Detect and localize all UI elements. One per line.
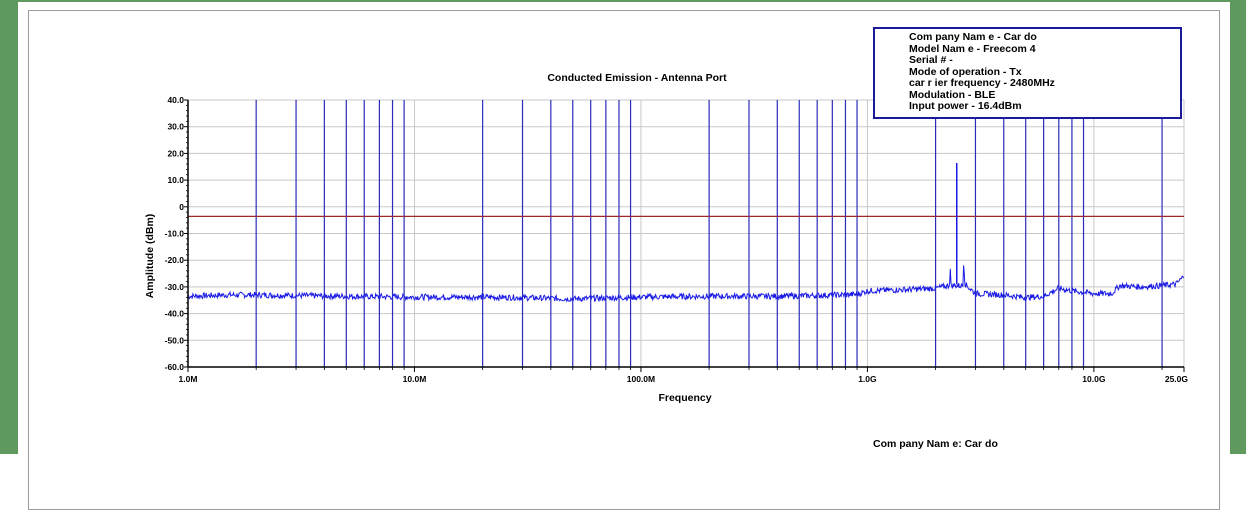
legend-serial: Serial # - — [909, 54, 953, 66]
y-tick-label: 10.0 — [167, 175, 184, 185]
x-tick-label: 100.0M — [627, 374, 655, 384]
legend-input-power: Input power - 16.4dBm — [909, 100, 1022, 112]
y-tick-label: 40.0 — [167, 95, 184, 105]
y-tick-label: 20.0 — [167, 148, 184, 158]
info-legend-box: Com pany Nam e - Car do Model Nam e - Fr… — [873, 27, 1182, 119]
y-tick-label: -50.0 — [165, 335, 185, 345]
marker-lines — [255, 100, 1163, 367]
y-tick-label: 0 — [179, 202, 184, 212]
y-tick-label: 30.0 — [167, 122, 184, 132]
x-tick-label: 1.0M — [179, 374, 198, 384]
y-tick-label: -20.0 — [165, 255, 185, 265]
x-axis-label: Frequency — [658, 392, 711, 404]
x-tick-label: 25.0G — [1165, 374, 1189, 384]
axis-layer: 40.0 30.0 20.0 10.0 0 -10.0 -20.0 -30.0 -40.0 -50… — [165, 95, 1189, 384]
x-tick-label: 10.0G — [1082, 374, 1106, 384]
x-tick-label: 10.0M — [403, 374, 427, 384]
y-tick-label: -60.0 — [165, 362, 185, 372]
trace-line — [187, 265, 1184, 303]
y-tick-label: -10.0 — [165, 229, 185, 239]
trace-layer — [187, 163, 1184, 303]
legend-modulation: Modulation - BLE — [909, 88, 996, 101]
legend-carrier: car r ier frequency - 2480MHz — [909, 77, 1055, 89]
y-tick-label: -40.0 — [165, 309, 185, 319]
x-tick-label: 1.0G — [858, 374, 877, 384]
legend-mode: Mode of operation - Tx — [909, 65, 1022, 78]
footer-company: Com pany Nam e: Car do — [873, 438, 998, 450]
grid-layer — [187, 99, 1185, 368]
legend-company: Com pany Nam e - Car do — [909, 31, 1037, 43]
legend-model: Model Nam e - Freecom 4 — [909, 42, 1036, 55]
y-tick-label: -30.0 — [165, 282, 185, 292]
y-axis-label: Amplitude (dBm) — [144, 214, 156, 299]
chart-title: Conducted Emission - Antenna Port — [547, 72, 727, 84]
